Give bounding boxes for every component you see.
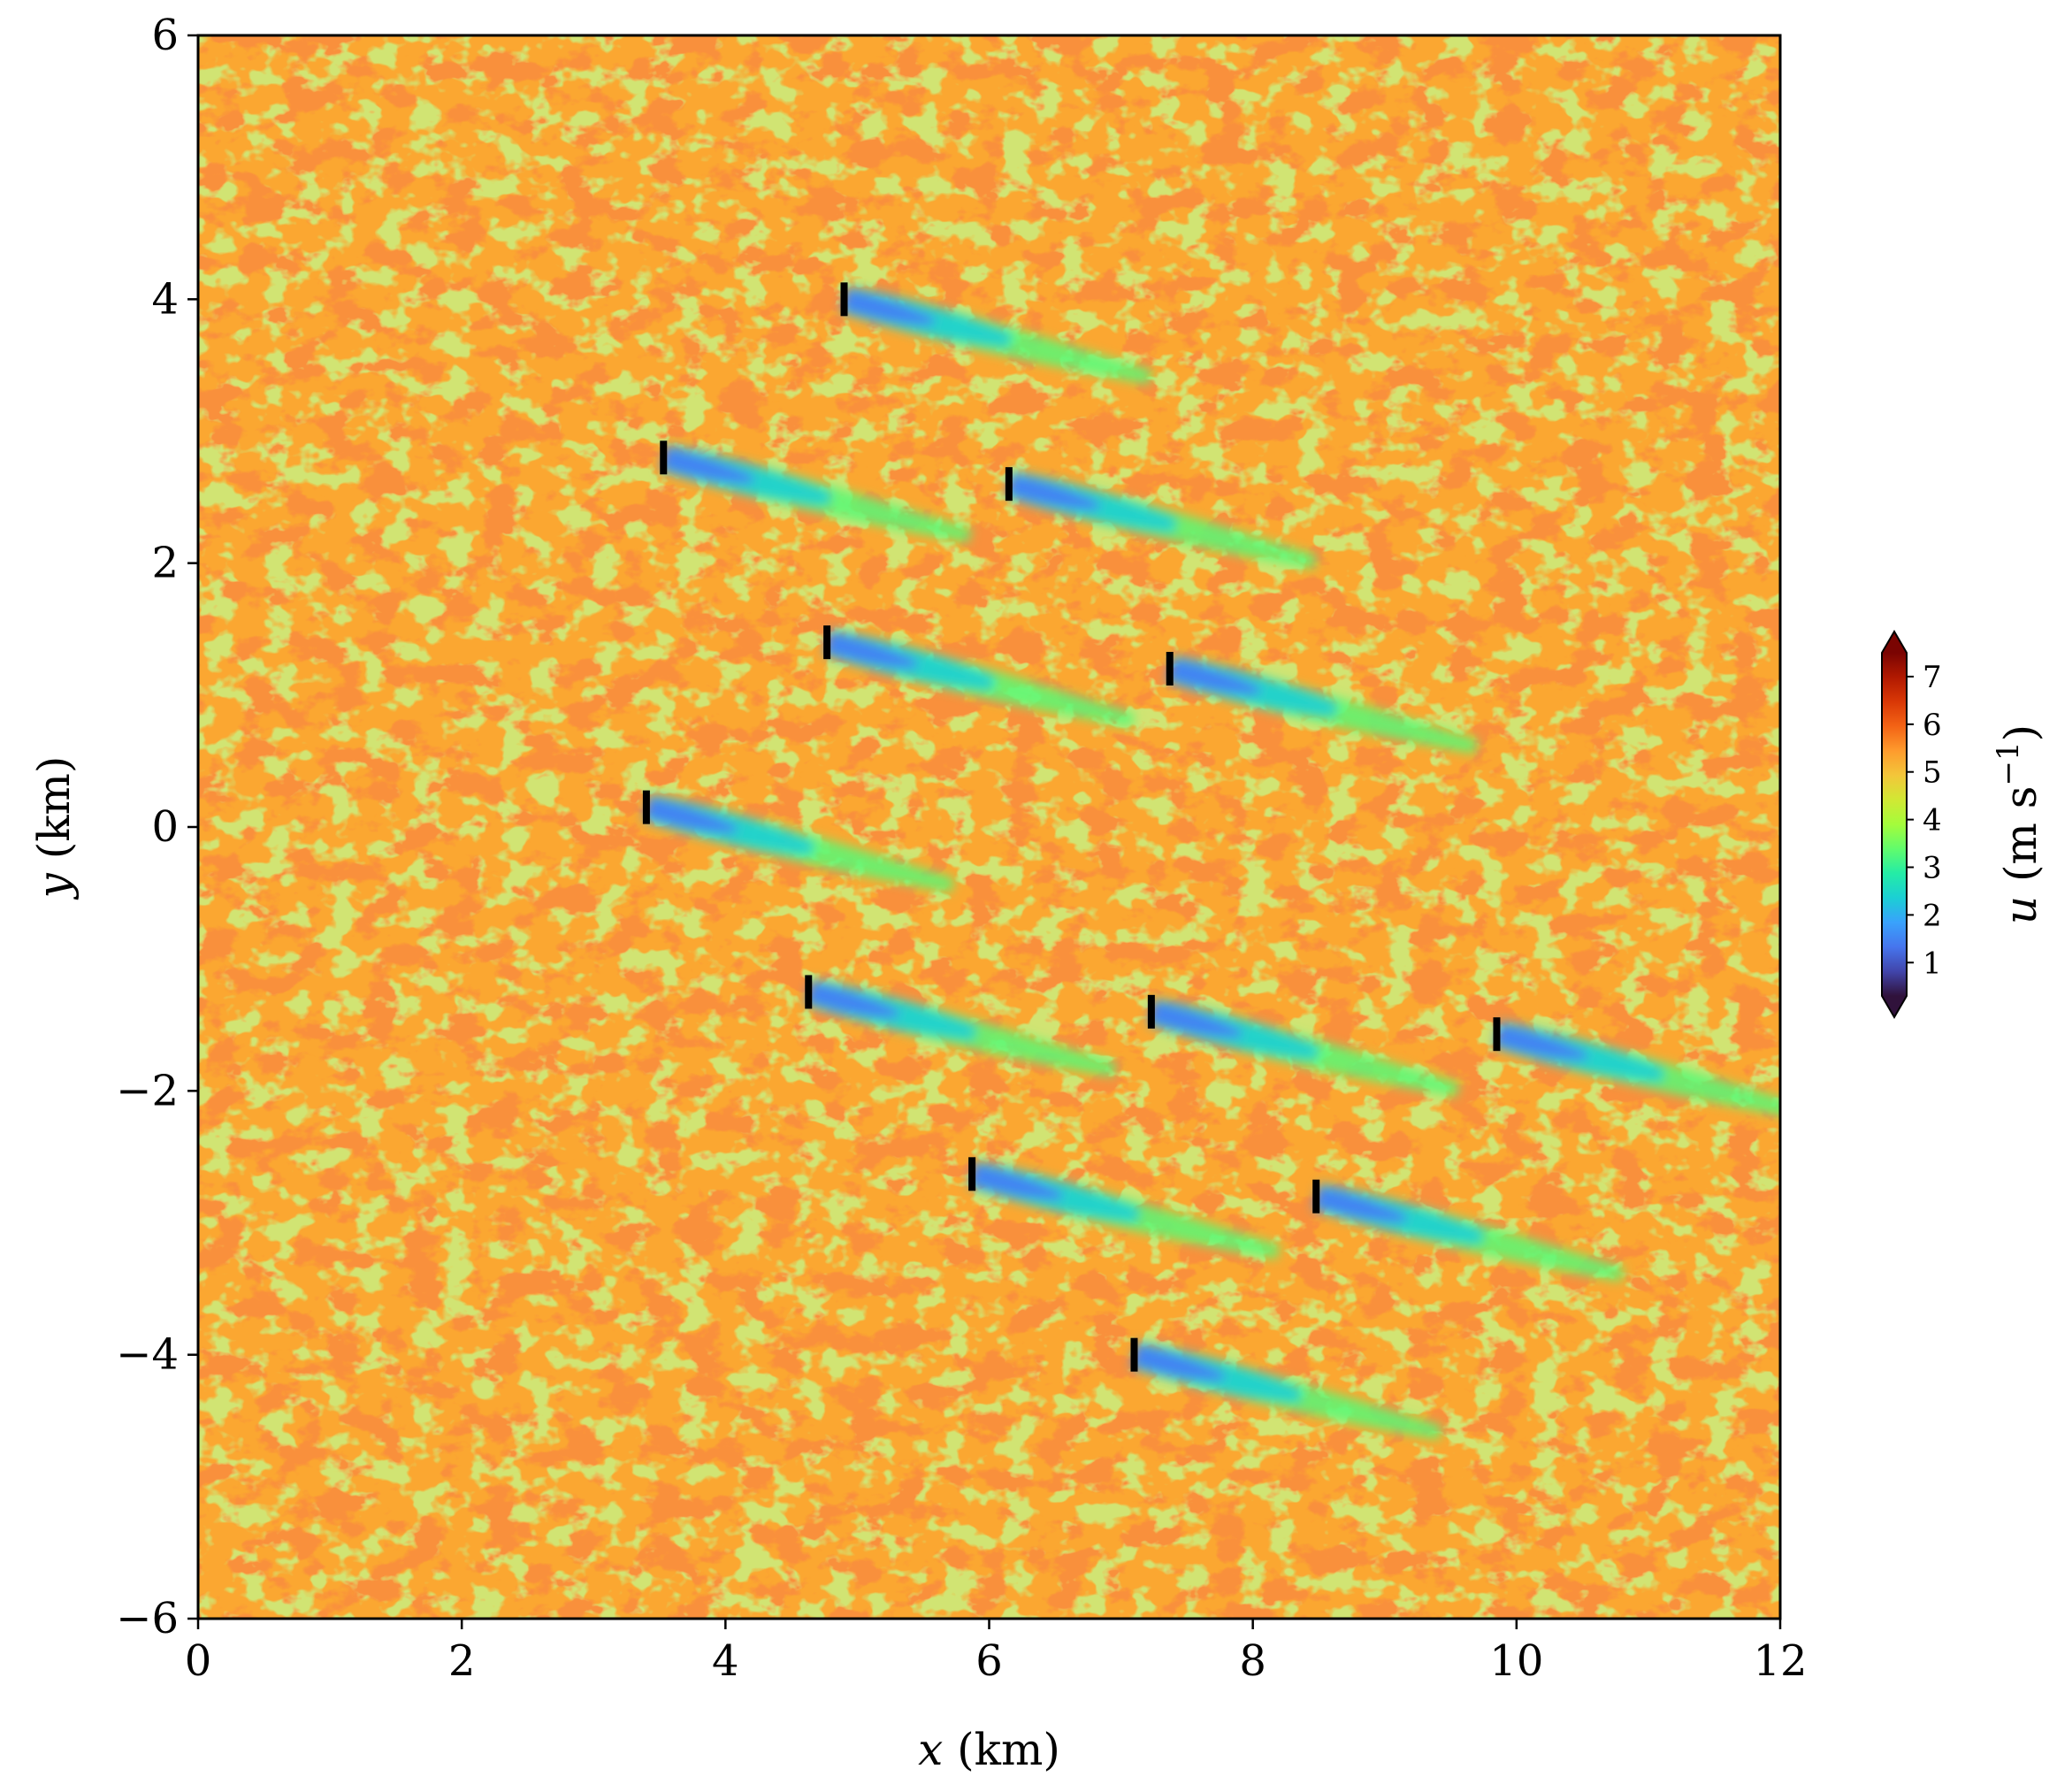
wake-core [1166,658,1260,695]
colorbar-ticks: 1 2 3 4 5 6 7 [1907,660,1942,981]
wake-core [1131,1344,1225,1381]
y-axis-variable: y [28,872,80,900]
x-tick-label: 0 [185,1636,212,1686]
x-tick-label: 2 [448,1636,476,1686]
x-axis-label: x (km) [918,1724,1060,1775]
turbine-wake [840,286,1153,385]
y-tick-label: 6 [151,11,179,60]
wake-core [824,632,918,669]
wake-core [1148,1001,1243,1038]
x-tick-label: 10 [1489,1636,1543,1686]
colorbar-label-unit: (m s [1995,786,2046,896]
turbine-wake [968,1160,1281,1260]
x-axis-variable: x [918,1724,943,1775]
turbine-wake [1312,1183,1625,1282]
colorbar-tick-label: 4 [1923,803,1942,839]
turbine-wake [643,794,955,892]
turbine-layer [642,282,1501,1372]
colorbar-tick-label: 3 [1923,851,1942,886]
wake-core [969,1163,1063,1200]
x-axis-unit: (km) [943,1724,1060,1775]
y-axis-label: y (km) [28,756,80,900]
y-tick-label: 0 [151,802,179,852]
x-tick-label: 4 [712,1636,739,1686]
turbine-marker [1130,1337,1138,1372]
turbine-wake [823,629,1136,728]
turbine-wake [1166,655,1479,754]
colorbar-label: u (m s−1) [1991,724,2046,924]
turbine-marker [805,975,813,1009]
turbine-marker [840,282,848,317]
turbine-wake [1130,1342,1443,1440]
x-tick-label: 8 [1239,1636,1266,1686]
colorbar-tick-label: 6 [1923,708,1942,743]
wake-core [841,288,935,325]
y-tick-label: −4 [116,1330,179,1380]
colorbar-tick-label: 7 [1923,660,1942,695]
colorbar-tick-label: 1 [1923,946,1942,981]
y-tick-label: 4 [151,274,179,324]
turbine-marker [642,790,650,824]
turbulence-texture [198,35,1780,1619]
turbine-wake [805,978,1117,1077]
turbine-marker [1312,1179,1320,1214]
wake-core [1313,1186,1407,1222]
turbine-wake [1006,471,1318,570]
x-tick-label: 6 [975,1636,1003,1686]
y-axis-unit: (km) [28,756,80,874]
colorbar: 1 2 3 4 5 6 7 u (m s−1) [1881,630,2046,1019]
turbine-marker [1493,1017,1501,1052]
turbine-marker [1147,994,1155,1029]
colorbar-tick-label: 5 [1923,755,1942,791]
turbine-wake [660,444,972,543]
wake-core [1006,473,1100,510]
turbine-marker [823,625,831,660]
wake-core [1494,1023,1587,1061]
x-axis: 0 2 4 6 8 10 12 [185,1619,1808,1686]
turbine-marker [1166,652,1174,685]
colorbar-gradient [1882,653,1907,996]
wake-core [806,981,899,1018]
turbine-marker [660,440,668,475]
y-tick-label: −6 [116,1594,179,1643]
turbine-marker [968,1157,976,1191]
y-tick-label: 2 [151,539,179,588]
wake-core [661,447,754,484]
colorbar-outline [1881,630,1908,1019]
wake-layer [643,286,1780,1440]
colorbar-tick-label: 2 [1923,898,1942,933]
colorbar-extend-min [1882,996,1907,1017]
turbine-wake [1148,999,1460,1098]
x-tick-label: 12 [1753,1636,1807,1686]
wake-core [643,796,738,833]
y-tick-label: −2 [116,1066,179,1115]
colorbar-extend-max [1882,632,1907,653]
turbine-marker [1005,467,1013,502]
colorbar-label-variable: u [1995,896,2046,924]
plot-area [198,35,1780,1619]
y-axis: −6 −4 −2 0 2 4 6 [116,11,198,1643]
turbine-wake [1493,1021,1780,1120]
colorbar-label-exponent: −1 [1991,741,2026,785]
colorbar-label-close: ) [1995,724,2046,742]
